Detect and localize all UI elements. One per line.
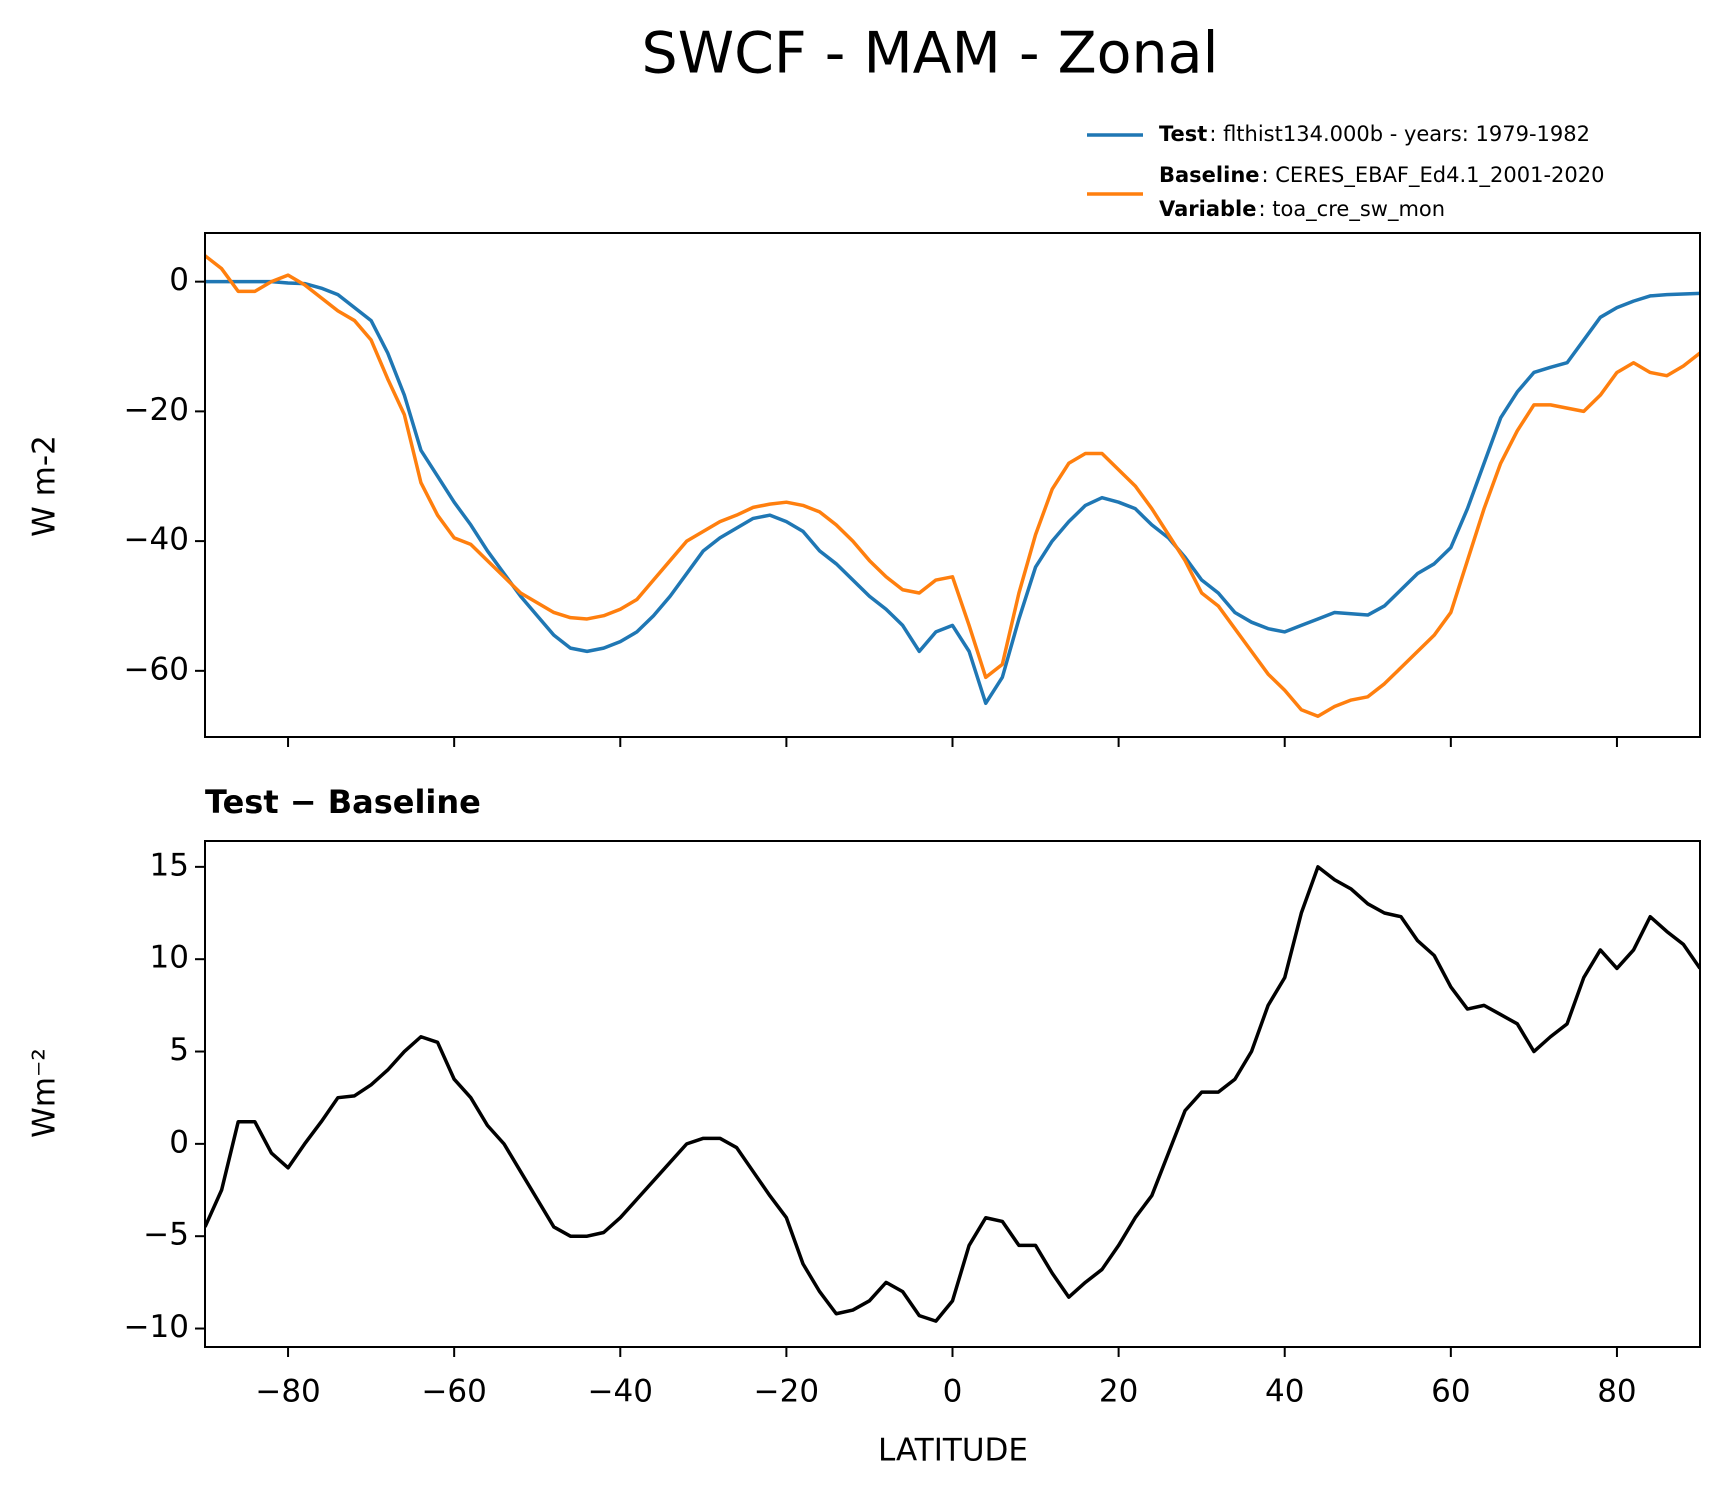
figure-title: SWCF - MAM - Zonal — [642, 21, 1219, 87]
x-tick-label: 0 — [943, 1374, 963, 1410]
y-tick-label: 15 — [150, 847, 189, 883]
panel-title: Test − Baseline — [205, 783, 481, 821]
legend-detail: : flthist134.000b - years: 1979-1982 — [1209, 122, 1590, 146]
x-tick-label: 60 — [1431, 1374, 1470, 1410]
y-tick-label: 5 — [169, 1032, 189, 1068]
y-tick-label: −60 — [124, 651, 189, 687]
data-line — [205, 254, 1700, 718]
y-tick-label: −40 — [124, 522, 189, 558]
legend-label: Variable — [1159, 197, 1256, 221]
plot-frame — [204, 840, 1701, 1348]
x-tick-label: 80 — [1597, 1374, 1636, 1410]
legend-detail: : toa_cre_sw_mon — [1258, 197, 1445, 222]
y-tick-label: 0 — [169, 262, 189, 298]
x-tick-label: −60 — [421, 1374, 486, 1410]
y-axis-label: Wm⁻² — [27, 1048, 63, 1138]
y-axis-label: W m-2 — [27, 435, 63, 537]
y-tick-label: 0 — [169, 1124, 189, 1160]
y-tick-label: −5 — [143, 1217, 189, 1253]
x-axis-label: LATITUDE — [878, 1433, 1028, 1469]
data-line — [205, 865, 1700, 1323]
legend-label: Test — [1159, 122, 1207, 146]
legend-label: Baseline — [1159, 163, 1260, 187]
legend-detail: : CERES_EBAF_Ed4.1_2001-2020 — [1262, 163, 1605, 188]
y-tick-label: −10 — [124, 1309, 189, 1345]
y-tick-label: 10 — [150, 940, 189, 976]
x-tick-label: −40 — [588, 1374, 653, 1410]
plot-frame — [204, 232, 1701, 738]
x-tick-label: −80 — [255, 1374, 320, 1410]
y-tick-label: −20 — [124, 392, 189, 428]
x-tick-label: 40 — [1265, 1374, 1304, 1410]
data-line — [205, 279, 1700, 706]
x-tick-label: −20 — [754, 1374, 819, 1410]
x-tick-label: 20 — [1099, 1374, 1138, 1410]
